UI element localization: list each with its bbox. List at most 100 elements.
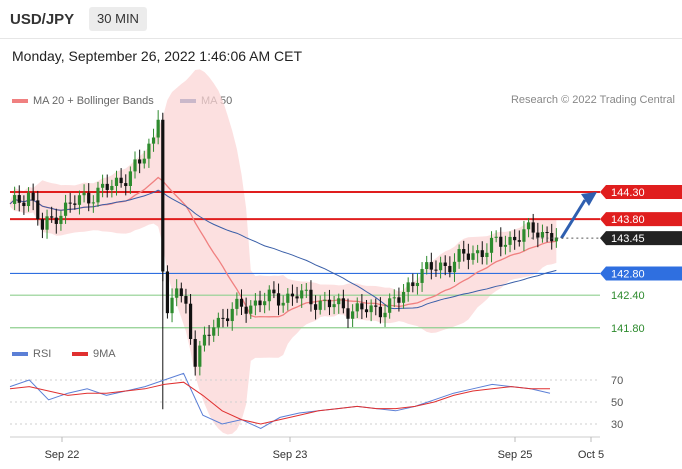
candle-body: [73, 203, 77, 205]
price-levels: [10, 191, 600, 329]
candle-body: [517, 240, 521, 242]
candle-body: [545, 232, 549, 234]
price-labels: 144.30 143.80 143.45 142.80 142.40 141.80: [600, 185, 682, 335]
candle-body: [415, 282, 420, 287]
candle-body: [374, 305, 378, 307]
timeframe-tab[interactable]: 30 MIN: [89, 7, 147, 31]
candle-body: [485, 252, 489, 258]
candle-body: [26, 192, 31, 207]
rsi-line: [9, 372, 551, 429]
price-label-text: 142.80: [611, 268, 645, 280]
price-label-142-80: 142.80: [600, 266, 682, 281]
candle-body: [462, 249, 466, 254]
timestamp: Monday, September 26, 2022 1:46:06 AM CE…: [12, 48, 303, 64]
price-label-box: [600, 266, 682, 281]
price-label-text: 144.30: [611, 187, 645, 199]
candle-body: [77, 195, 82, 205]
projection-arrow-shaft: [560, 199, 587, 239]
candle-body: [355, 303, 359, 312]
candle-body: [309, 289, 313, 305]
candle-body: [96, 187, 100, 203]
candle-body: [438, 262, 443, 271]
candle-body: [522, 229, 526, 242]
candle-body: [170, 297, 174, 314]
price-label-143-45: 143.45: [600, 231, 682, 246]
time-tick-label: Oct 5: [578, 449, 604, 461]
candle-body: [147, 143, 151, 159]
candle-body: [378, 306, 382, 318]
candle-body: [244, 306, 248, 314]
candle-body: [397, 297, 401, 303]
candle-body: [82, 192, 86, 196]
candle-body: [124, 183, 128, 186]
candle-body: [457, 249, 461, 262]
candle-body: [388, 298, 392, 313]
candle-body: [198, 345, 202, 367]
candle-body: [466, 253, 470, 260]
time-tick-label: Sep 22: [45, 449, 80, 461]
candle-body: [263, 301, 267, 306]
candle-body: [272, 289, 276, 294]
candle-body: [45, 216, 49, 230]
rsi-ma-legend-label: 9MA: [93, 348, 116, 360]
candle-body: [452, 261, 457, 273]
candle-body: [503, 244, 508, 247]
candle-body: [369, 305, 373, 313]
rsi-tick-30: 30: [611, 419, 623, 431]
candle-body: [110, 185, 114, 190]
candle-body: [480, 250, 484, 258]
candle-body: [337, 298, 341, 305]
projection-arrow-head: [581, 192, 597, 206]
candle-body: [313, 304, 318, 310]
candle-body: [406, 282, 410, 292]
candle-body: [249, 305, 253, 314]
candle-body: [235, 298, 239, 309]
candle-body: [360, 303, 364, 310]
rsi-ma-line: [9, 381, 550, 425]
candle-body: [536, 232, 540, 238]
candle-body: [142, 158, 146, 164]
time-tick-label: Sep 25: [498, 449, 533, 461]
time-axis: Sep 22 Sep 23 Sep 25 Oct 5: [10, 436, 604, 461]
candle-body: [221, 317, 225, 319]
price-label-text: 143.45: [611, 233, 645, 245]
candle-body: [295, 296, 299, 299]
candle-body: [68, 202, 72, 204]
ma50-line: [9, 189, 557, 310]
candle-body: [499, 236, 503, 247]
header-divider: [0, 38, 682, 39]
rsi-panel: 70 50 30: [9, 372, 623, 431]
candle-body: [508, 236, 512, 245]
candle-body: [526, 222, 531, 230]
candle-body: [346, 308, 350, 319]
candle-body: [212, 327, 216, 336]
candle-body: [429, 262, 433, 270]
price-label-text: 142.40: [611, 290, 645, 302]
candle-body: [31, 192, 35, 201]
candle-body: [341, 298, 345, 309]
projection-arrow: [531, 192, 600, 239]
price-label-text: 143.80: [611, 214, 645, 226]
ma20-legend: MA 20 + Bollinger Bands: [12, 95, 154, 107]
candle-body: [392, 297, 396, 299]
price-label-box: [600, 212, 682, 227]
candle-body: [364, 309, 369, 313]
candle-body: [63, 202, 68, 216]
price-label-text: 141.80: [611, 323, 645, 335]
candle-body: [253, 300, 257, 306]
price-label-141-80: 141.80: [611, 323, 645, 335]
candle-body: [434, 269, 438, 271]
candle-body: [207, 334, 211, 336]
candles: [13, 110, 558, 410]
candle-body: [550, 233, 554, 242]
candle-body: [156, 119, 160, 138]
candle-body: [448, 265, 452, 273]
candle-body: [401, 291, 406, 303]
price-label-box: [600, 231, 682, 246]
candle-body: [151, 137, 156, 144]
candle-body: [290, 293, 295, 297]
candle-body: [258, 300, 262, 306]
candle-body: [300, 290, 304, 299]
candle-body: [40, 219, 45, 230]
